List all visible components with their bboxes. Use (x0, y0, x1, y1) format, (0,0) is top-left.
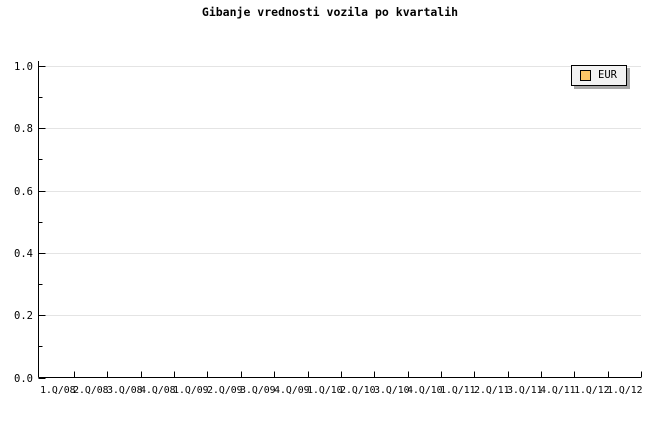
x-tick-label: 4.Q/09 (274, 385, 309, 396)
x-tick-label: 1.Q/12 (574, 385, 609, 396)
x-tick-label: 3.Q/10 (374, 385, 409, 396)
x-tick-label: 1.Q/12 (607, 385, 642, 396)
y-tick-label: 0.4 (14, 248, 33, 260)
x-tick-label: 4.Q/11 (540, 385, 575, 396)
axes: 0.00.20.40.60.81.01.Q/082.Q/083.Q/084.Q/… (14, 61, 643, 396)
x-tick-label: 1.Q/08 (40, 385, 75, 396)
x-tick-label: 3.Q/08 (107, 385, 142, 396)
x-tick-label: 1.Q/10 (307, 385, 342, 396)
y-tick-label: 0.8 (14, 123, 33, 135)
legend-label: EUR (598, 69, 617, 81)
y-gridlines (39, 66, 641, 316)
legend-swatch-icon (580, 70, 591, 81)
x-tick-label: 2.Q/08 (73, 385, 108, 396)
y-tick-label: 0.2 (14, 310, 33, 322)
y-tick-label: 0.0 (14, 373, 33, 385)
y-tick-label: 1.0 (14, 61, 33, 73)
x-tick-label: 2.Q/11 (474, 385, 509, 396)
x-tick-label: 4.Q/10 (407, 385, 442, 396)
x-tick-label: 3.Q/09 (240, 385, 275, 396)
x-tick-label: 2.Q/10 (340, 385, 375, 396)
x-tick-label: 4.Q/08 (140, 385, 175, 396)
y-tick-label: 0.6 (14, 186, 33, 198)
x-tick-label: 1.Q/11 (440, 385, 475, 396)
legend: EUR (571, 65, 627, 86)
chart-title: Gibanje vrednosti vozila po kvartalih (201, 5, 459, 19)
x-tick-label: 2.Q/09 (207, 385, 242, 396)
x-tick-label: 1.Q/09 (173, 385, 208, 396)
x-tick-label: 3.Q/11 (507, 385, 542, 396)
